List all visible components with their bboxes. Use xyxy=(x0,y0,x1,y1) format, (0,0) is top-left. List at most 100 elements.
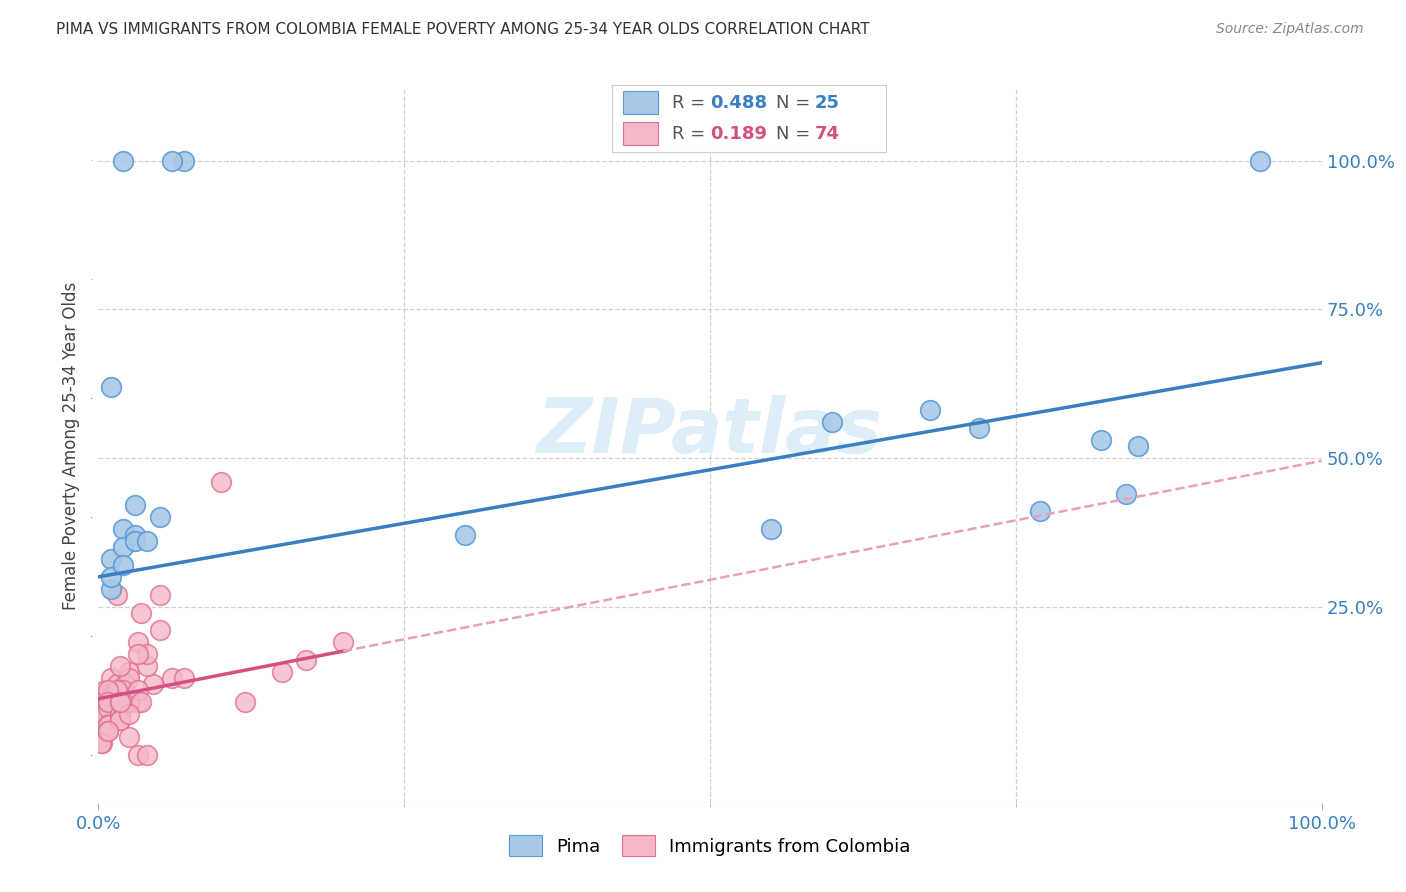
Point xyxy=(111,682,134,697)
Point xyxy=(100,582,122,596)
Point xyxy=(967,421,990,435)
Point xyxy=(160,153,183,168)
Point xyxy=(91,736,114,750)
Point xyxy=(110,706,132,721)
Point xyxy=(920,403,942,417)
Text: 0.488: 0.488 xyxy=(710,94,768,112)
Point xyxy=(127,635,149,649)
Point xyxy=(91,724,114,739)
Point xyxy=(97,700,120,714)
Point xyxy=(454,528,477,542)
Point xyxy=(111,153,134,168)
Text: 74: 74 xyxy=(814,125,839,143)
Point xyxy=(129,606,152,620)
Point xyxy=(136,659,159,673)
Point xyxy=(97,695,120,709)
Point xyxy=(110,713,132,727)
Point xyxy=(124,528,146,542)
Point xyxy=(100,552,122,566)
Point xyxy=(87,689,110,703)
Point xyxy=(97,695,120,709)
Point xyxy=(332,635,354,649)
Point xyxy=(105,695,128,709)
Point xyxy=(97,695,120,709)
Point xyxy=(91,713,114,727)
Point xyxy=(97,724,120,739)
Point xyxy=(127,682,149,697)
Point xyxy=(90,724,112,739)
Point xyxy=(91,724,114,739)
Point xyxy=(110,659,132,673)
Bar xyxy=(623,91,658,114)
Text: R =: R = xyxy=(672,125,711,143)
Point xyxy=(93,682,115,697)
Point xyxy=(100,671,122,685)
Point xyxy=(97,700,120,714)
Point xyxy=(761,522,783,536)
Point xyxy=(101,689,124,703)
Point xyxy=(97,700,120,714)
Point xyxy=(149,588,172,602)
Point xyxy=(118,695,141,709)
Point xyxy=(100,379,122,393)
Point xyxy=(136,647,159,661)
Point xyxy=(114,677,136,691)
Point xyxy=(142,677,165,691)
Point xyxy=(1090,433,1112,447)
Text: 25: 25 xyxy=(814,94,839,112)
Point xyxy=(91,695,114,709)
Point xyxy=(1249,153,1271,168)
Point xyxy=(97,718,120,732)
Point xyxy=(110,713,132,727)
Point xyxy=(136,748,159,763)
Point xyxy=(127,748,149,763)
Point xyxy=(1128,439,1150,453)
Point xyxy=(173,671,195,685)
Point xyxy=(127,647,149,661)
Point xyxy=(1029,504,1052,518)
Point xyxy=(270,665,294,679)
Point xyxy=(136,534,159,549)
Text: N =: N = xyxy=(776,125,815,143)
Point xyxy=(124,499,146,513)
Point xyxy=(97,695,120,709)
Point xyxy=(118,665,141,679)
Point xyxy=(110,706,132,721)
Point xyxy=(111,540,134,554)
Point xyxy=(91,731,114,745)
Point xyxy=(97,695,120,709)
Point xyxy=(105,682,128,697)
Point xyxy=(295,653,318,667)
Point xyxy=(100,713,122,727)
Legend: Pima, Immigrants from Colombia: Pima, Immigrants from Colombia xyxy=(501,826,920,865)
Point xyxy=(233,695,256,709)
Point xyxy=(149,624,172,638)
Point xyxy=(160,671,183,685)
Point xyxy=(91,706,114,721)
Point xyxy=(100,689,122,703)
Point xyxy=(118,695,141,709)
Point xyxy=(129,695,152,709)
Point xyxy=(118,731,141,745)
Text: 0.189: 0.189 xyxy=(710,125,768,143)
Text: ZIPatlas: ZIPatlas xyxy=(537,395,883,468)
Point xyxy=(118,695,141,709)
Point xyxy=(105,588,128,602)
Point xyxy=(821,415,844,429)
Point xyxy=(97,700,120,714)
Point xyxy=(209,475,232,489)
Point xyxy=(111,558,134,572)
Text: R =: R = xyxy=(672,94,711,112)
Point xyxy=(100,570,122,584)
Point xyxy=(110,682,132,697)
Text: N =: N = xyxy=(776,94,815,112)
Point xyxy=(97,718,120,732)
Point xyxy=(97,718,120,732)
Point xyxy=(90,700,112,714)
Y-axis label: Female Poverty Among 25-34 Year Olds: Female Poverty Among 25-34 Year Olds xyxy=(62,282,80,610)
Point xyxy=(118,671,141,685)
Point xyxy=(90,736,112,750)
Point xyxy=(124,534,146,549)
Point xyxy=(97,724,120,739)
Point xyxy=(97,682,120,697)
